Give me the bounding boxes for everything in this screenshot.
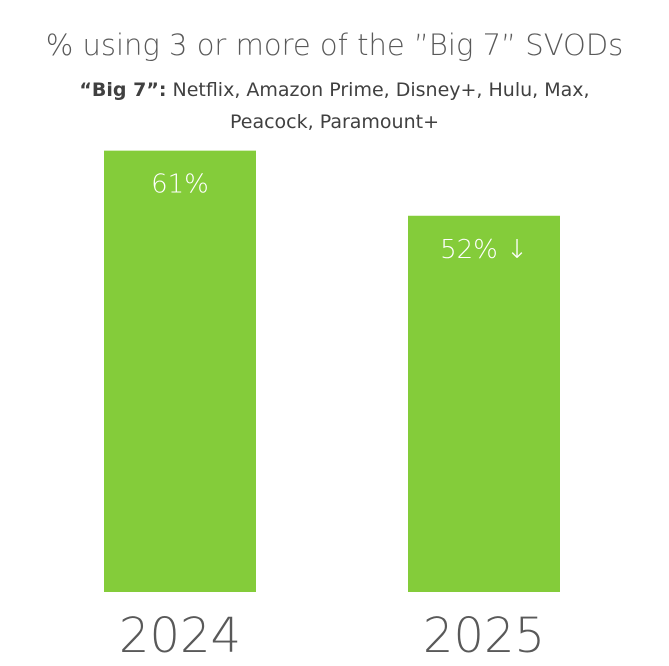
data-label-2025: 52% ↓ (440, 235, 528, 265)
subtitle-line-1: “Big 7”: Netflix, Amazon Prime, Disney+,… (0, 74, 669, 106)
chart-title: % using 3 or more of the ”Big 7” SVODs (45, 28, 624, 62)
subtitle-line-2: Peacock, Paramount+ (230, 111, 439, 133)
subtitle-line-1-rest: Netflix, Amazon Prime, Disney+, Hulu, Ma… (166, 79, 590, 101)
bar-2025 (408, 215, 560, 592)
category-label-2025: 2025 (423, 608, 545, 664)
category-label-2024: 2024 (119, 608, 241, 664)
bar-2024 (104, 150, 256, 592)
data-label-2024: 61% (151, 170, 209, 200)
subtitle-lead: “Big 7”: (79, 79, 167, 101)
chart-subtitle: “Big 7”: Netflix, Amazon Prime, Disney+,… (0, 74, 669, 138)
